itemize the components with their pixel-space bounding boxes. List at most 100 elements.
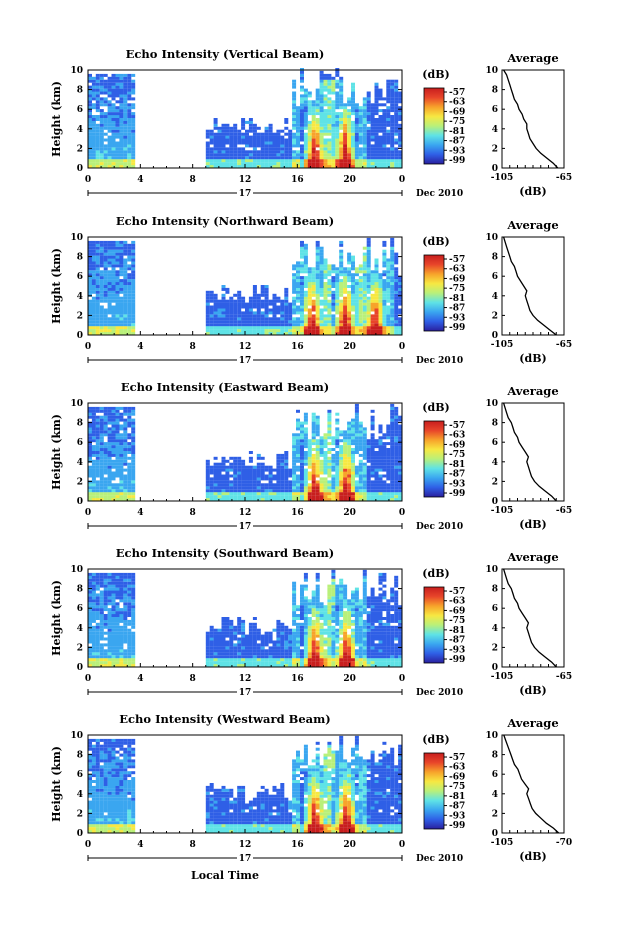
- heatmap-cell: [91, 82, 96, 86]
- heatmap-cell: [292, 82, 297, 86]
- heatmap-cell: [103, 658, 108, 662]
- heatmap-cell: [103, 424, 108, 428]
- heatmap-cell: [303, 442, 308, 446]
- heatmap-cell: [311, 412, 316, 416]
- heatmap-cell: [260, 165, 265, 168]
- heatmap-cell: [229, 332, 234, 335]
- heatmap-cell: [366, 97, 371, 101]
- heatmap-cell: [378, 442, 383, 446]
- heatmap-cell: [284, 141, 289, 145]
- heatmap-cell: [241, 477, 246, 481]
- heatmap-cell: [292, 100, 297, 104]
- heatmap-cell: [119, 332, 124, 335]
- heatmap-cell: [127, 655, 132, 659]
- heatmap-cell: [354, 317, 359, 321]
- heatmap-cell: [103, 282, 108, 285]
- heatmap-cell: [88, 575, 92, 579]
- heatmap-cell: [382, 129, 387, 133]
- heatmap-cell: [351, 489, 355, 493]
- heatmap-cell: [370, 323, 375, 327]
- colorbar-tick-label: -87: [449, 470, 465, 480]
- heatmap-cell: [225, 619, 230, 623]
- heatmap-cell: [370, 270, 375, 274]
- heatmap-cell: [394, 285, 399, 288]
- heatmap-cell: [398, 483, 403, 487]
- heatmap-cell: [339, 474, 344, 478]
- heatmap-cell: [123, 273, 128, 277]
- heatmap-cell: [123, 619, 128, 623]
- heatmap-cell: [123, 150, 128, 154]
- heatmap-cell: [256, 320, 261, 324]
- heatmap-cell: [292, 94, 297, 98]
- heatmap-cell: [394, 141, 399, 145]
- heatmap-cell: [374, 273, 379, 277]
- heatmap-cell: [233, 483, 238, 487]
- heatmap-cell: [264, 293, 269, 297]
- heatmap-cell: [91, 258, 96, 262]
- heatmap-cell: [276, 305, 281, 309]
- heatmap-cell: [127, 144, 132, 148]
- heatmap-cell: [241, 480, 246, 484]
- heatmap-cell: [311, 486, 316, 490]
- heatmap-cell: [99, 477, 104, 481]
- x-tick-label: 20: [343, 175, 356, 185]
- heatmap-cell: [370, 453, 375, 457]
- heatmap-cell: [335, 287, 340, 291]
- heatmap-cell: [123, 424, 128, 428]
- heatmap-cell: [303, 326, 308, 330]
- heatmap-cell: [245, 314, 249, 318]
- heatmap-cell: [91, 147, 96, 151]
- heatmap-cell: [131, 439, 136, 443]
- heatmap-cell: [331, 462, 336, 466]
- heatmap-cell: [103, 590, 108, 594]
- heatmap-cell: [351, 427, 355, 431]
- heatmap-cell: [386, 430, 391, 434]
- heatmap-cell: [205, 459, 210, 463]
- heatmap-cell: [315, 308, 320, 312]
- heatmap-cell: [300, 76, 304, 80]
- heatmap-cell: [307, 495, 312, 499]
- heatmap-cell: [327, 153, 332, 157]
- heatmap-cell: [91, 498, 96, 501]
- heatmap-cell: [91, 129, 96, 133]
- heatmap-cell: [221, 296, 226, 300]
- heatmap-cell: [331, 448, 336, 451]
- heatmap-cell: [394, 329, 399, 333]
- heatmap-cell: [394, 492, 399, 496]
- heatmap-cell: [292, 453, 297, 457]
- heatmap-cell: [362, 332, 367, 335]
- heatmap-cell: [311, 480, 316, 484]
- colorbar-unit: (dB): [422, 235, 449, 248]
- heatmap-cell: [229, 628, 234, 632]
- heatmap-cell: [354, 468, 359, 472]
- heatmap-cell: [351, 255, 355, 259]
- heatmap-cell: [91, 270, 96, 274]
- heatmap-cell: [131, 634, 136, 638]
- heatmap-cell: [217, 492, 222, 496]
- heatmap-cell: [315, 138, 320, 142]
- heatmap-cell: [229, 462, 234, 466]
- heatmap-cell: [88, 489, 92, 493]
- heatmap-cell: [362, 436, 367, 440]
- heatmap-cell: [111, 406, 116, 410]
- heatmap-cell: [292, 320, 297, 324]
- heatmap-cell: [233, 631, 238, 635]
- heatmap-cell: [386, 471, 391, 475]
- heatmap-cell: [107, 495, 112, 499]
- heatmap-cell: [315, 468, 320, 472]
- heatmap-cell: [127, 445, 132, 449]
- heatmap-cell: [311, 462, 316, 466]
- heatmap-cell: [91, 430, 96, 434]
- heatmap-cell: [119, 593, 124, 597]
- heatmap-cell: [131, 252, 136, 256]
- heatmap-cell: [95, 498, 100, 501]
- heatmap-cell: [319, 159, 324, 163]
- heatmap-cell: [366, 465, 371, 469]
- heatmap-cell: [319, 97, 324, 101]
- x-tick-label: 0: [399, 342, 405, 352]
- heatmap-cell: [303, 252, 308, 256]
- heatmap-cell: [88, 655, 92, 659]
- heatmap-cell: [260, 150, 265, 154]
- heatmap-cell: [343, 118, 348, 121]
- heatmap-cell: [327, 480, 332, 484]
